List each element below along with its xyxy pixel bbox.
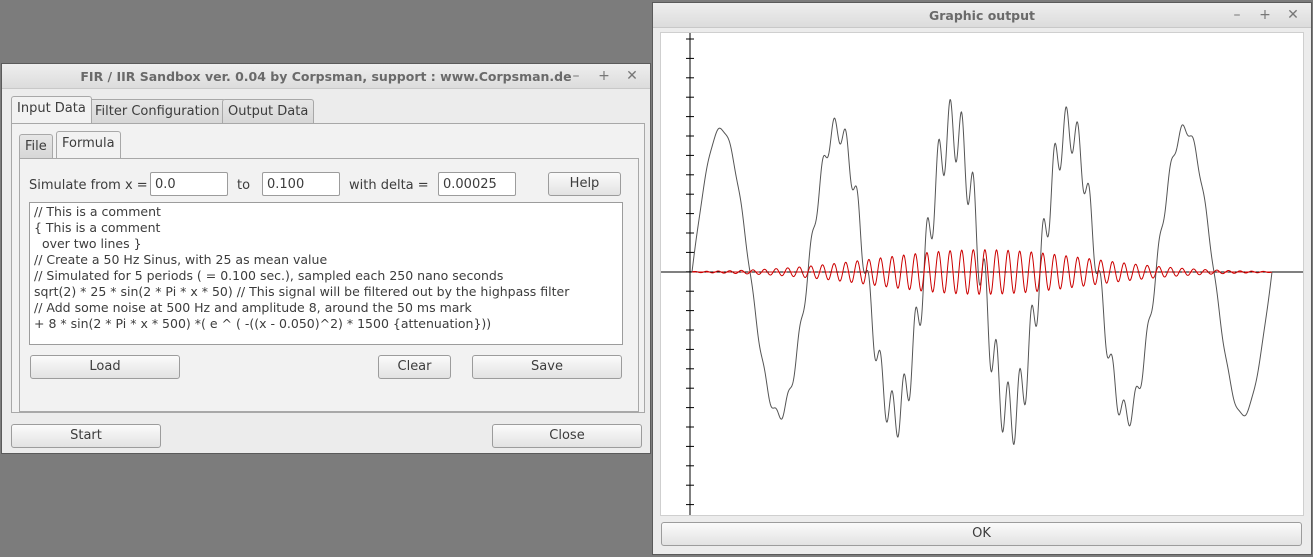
formula-line: over two lines }: [34, 236, 142, 251]
load-button[interactable]: Load: [30, 355, 180, 379]
formula-line: // This is a comment: [34, 204, 161, 219]
formula-line: sqrt(2) * 25 * sin(2 * Pi * x * 50) // T…: [34, 284, 570, 299]
maximize-icon[interactable]: +: [598, 68, 610, 84]
minimize-icon[interactable]: –: [572, 68, 580, 84]
formula-line: // Simulated for 5 periods ( = 0.100 sec…: [34, 268, 504, 283]
main-titlebar[interactable]: FIR / IIR Sandbox ver. 0.04 by Corpsman,…: [2, 64, 650, 89]
main-window-title: FIR / IIR Sandbox ver. 0.04 by Corpsman,…: [80, 69, 572, 84]
start-button[interactable]: Start: [11, 424, 161, 448]
formula-line: // Add some noise at 500 Hz and amplitud…: [34, 300, 472, 315]
formula-line: { This is a comment: [34, 220, 161, 235]
close-icon[interactable]: ✕: [1287, 7, 1299, 23]
formula-line: // Create a 50 Hz Sinus, with 25 as mean…: [34, 252, 328, 267]
tab-filter-configuration[interactable]: Filter Configuration: [89, 99, 226, 124]
subtab-formula[interactable]: Formula: [56, 131, 121, 158]
to-label: to: [237, 178, 251, 193]
formula-textarea[interactable]: // This is a comment{ This is a comment …: [29, 202, 623, 345]
main-window: FIR / IIR Sandbox ver. 0.04 by Corpsman,…: [1, 63, 651, 454]
close-button[interactable]: Close: [492, 424, 642, 448]
help-button[interactable]: Help: [548, 172, 621, 196]
formula-panel: Simulate from x = to with delta = Help /…: [19, 158, 639, 412]
minimize-icon[interactable]: –: [1233, 7, 1241, 23]
formula-line: + 8 * sin(2 * Pi * x * 500) *( e ^ ( -((…: [34, 316, 492, 331]
graphic-titlebar[interactable]: Graphic output – + ✕: [653, 3, 1311, 28]
delta-label: with delta =: [349, 178, 429, 193]
filtered-signal-line: [691, 248, 1273, 296]
simulate-from-label: Simulate from x =: [29, 178, 148, 193]
graphic-window-title: Graphic output: [928, 8, 1036, 23]
graphic-output-window: Graphic output – + ✕ OK: [652, 2, 1312, 555]
maximize-icon[interactable]: +: [1259, 7, 1271, 23]
from-input[interactable]: [150, 172, 228, 196]
tab-input-data[interactable]: Input Data: [11, 96, 92, 123]
input-data-panel: File Formula Simulate from x = to with d…: [11, 123, 645, 413]
ok-button[interactable]: OK: [661, 522, 1302, 546]
clear-button[interactable]: Clear: [378, 355, 451, 379]
plot-area: [660, 32, 1304, 516]
to-input[interactable]: [262, 172, 340, 196]
save-button[interactable]: Save: [472, 355, 622, 379]
close-icon[interactable]: ✕: [626, 68, 638, 84]
signal-plot: [661, 33, 1303, 515]
delta-input[interactable]: [438, 172, 516, 196]
tab-output-data[interactable]: Output Data: [222, 99, 315, 124]
subtab-file[interactable]: File: [19, 134, 53, 159]
